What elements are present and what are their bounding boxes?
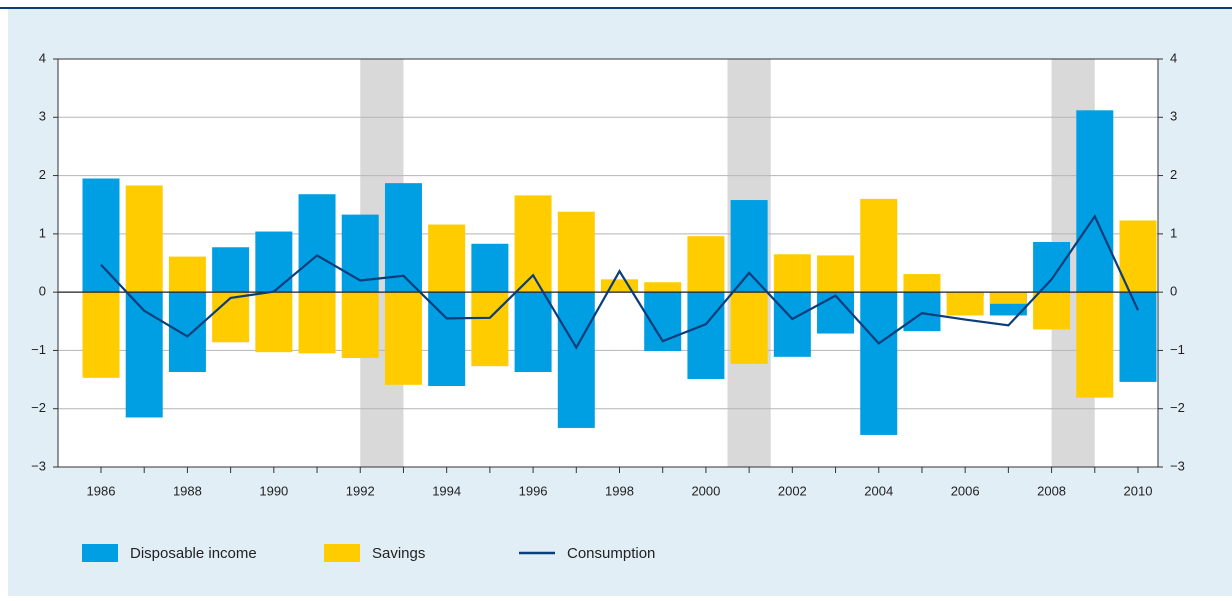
bar (946, 292, 984, 316)
legend: Disposable income Savings Consumption (82, 544, 655, 562)
bar (687, 236, 725, 293)
x-tick-label: 2008 (1037, 483, 1066, 498)
legend-label: Consumption (567, 545, 655, 562)
bar (730, 292, 768, 364)
y-tick-label: −2 (31, 400, 46, 415)
x-tick-label: 2006 (951, 483, 980, 498)
bar (1119, 292, 1157, 382)
bar (1076, 292, 1114, 398)
bar (168, 256, 206, 293)
bar (341, 292, 379, 359)
x-tick-label: 2004 (864, 483, 893, 498)
y2-tick-label: 3 (1170, 109, 1177, 124)
y-tick-label: 0 (39, 284, 46, 299)
x-tick-label: 2002 (778, 483, 807, 498)
bar (687, 292, 725, 379)
bar (730, 200, 768, 293)
y-tick-label: 1 (39, 225, 46, 240)
bar (125, 292, 163, 418)
bar (82, 178, 120, 293)
bar (298, 194, 336, 293)
bar (471, 292, 509, 367)
bar (125, 185, 163, 293)
x-tick-label: 1986 (87, 483, 116, 498)
x-tick-label: 1992 (346, 483, 375, 498)
y-tick-label: −1 (31, 342, 46, 357)
top-rule (0, 7, 1232, 9)
bar (428, 292, 466, 386)
bar (557, 211, 595, 293)
y-tick-label: −3 (31, 458, 46, 473)
legend-swatch (82, 544, 118, 562)
legend-swatch (324, 544, 360, 562)
bar (860, 198, 898, 293)
bar (1033, 242, 1071, 293)
plot-frame (57, 58, 1159, 468)
bar (1033, 292, 1071, 330)
y2-tick-label: 1 (1170, 225, 1177, 240)
bar (255, 292, 293, 353)
y2-tick-label: 0 (1170, 284, 1177, 299)
x-tick-label: 1996 (519, 483, 548, 498)
bar (514, 292, 552, 372)
bar (255, 231, 293, 293)
bar (1119, 220, 1157, 293)
x-tick-label: 2000 (691, 483, 720, 498)
bar (817, 292, 855, 334)
legend-label: Savings (372, 545, 425, 562)
y-tick-label: 3 (39, 109, 46, 124)
bar (298, 292, 336, 354)
bar (428, 224, 466, 293)
x-tick-label: 1988 (173, 483, 202, 498)
y2-tick-label: −3 (1170, 458, 1185, 473)
bar (860, 292, 898, 435)
y2-tick-label: 4 (1170, 50, 1177, 65)
bar (168, 292, 206, 372)
x-tick-label: 1998 (605, 483, 634, 498)
y2-tick-label: −2 (1170, 400, 1185, 415)
bar (773, 254, 811, 293)
bar (82, 292, 120, 378)
y-tick-label: 2 (39, 167, 46, 182)
bar (212, 247, 250, 293)
y2-tick-label: −1 (1170, 342, 1185, 357)
bar (557, 292, 595, 428)
line (100, 214, 1139, 350)
bar (384, 292, 422, 385)
y-tick-label: 4 (39, 50, 46, 65)
bar (212, 292, 250, 343)
legend-label: Disposable income (130, 545, 257, 562)
bar (644, 282, 682, 293)
bar (903, 292, 941, 332)
bar (773, 292, 811, 357)
bar (514, 195, 552, 293)
y2-tick-label: 2 (1170, 167, 1177, 182)
bar (817, 255, 855, 293)
x-tick-label: 1990 (259, 483, 288, 498)
bar (903, 274, 941, 293)
x-tick-label: 1994 (432, 483, 461, 498)
x-tick-label: 2010 (1124, 483, 1153, 498)
bar (1076, 110, 1114, 293)
bar (471, 243, 509, 293)
bar (384, 183, 422, 293)
bar (989, 292, 1027, 304)
